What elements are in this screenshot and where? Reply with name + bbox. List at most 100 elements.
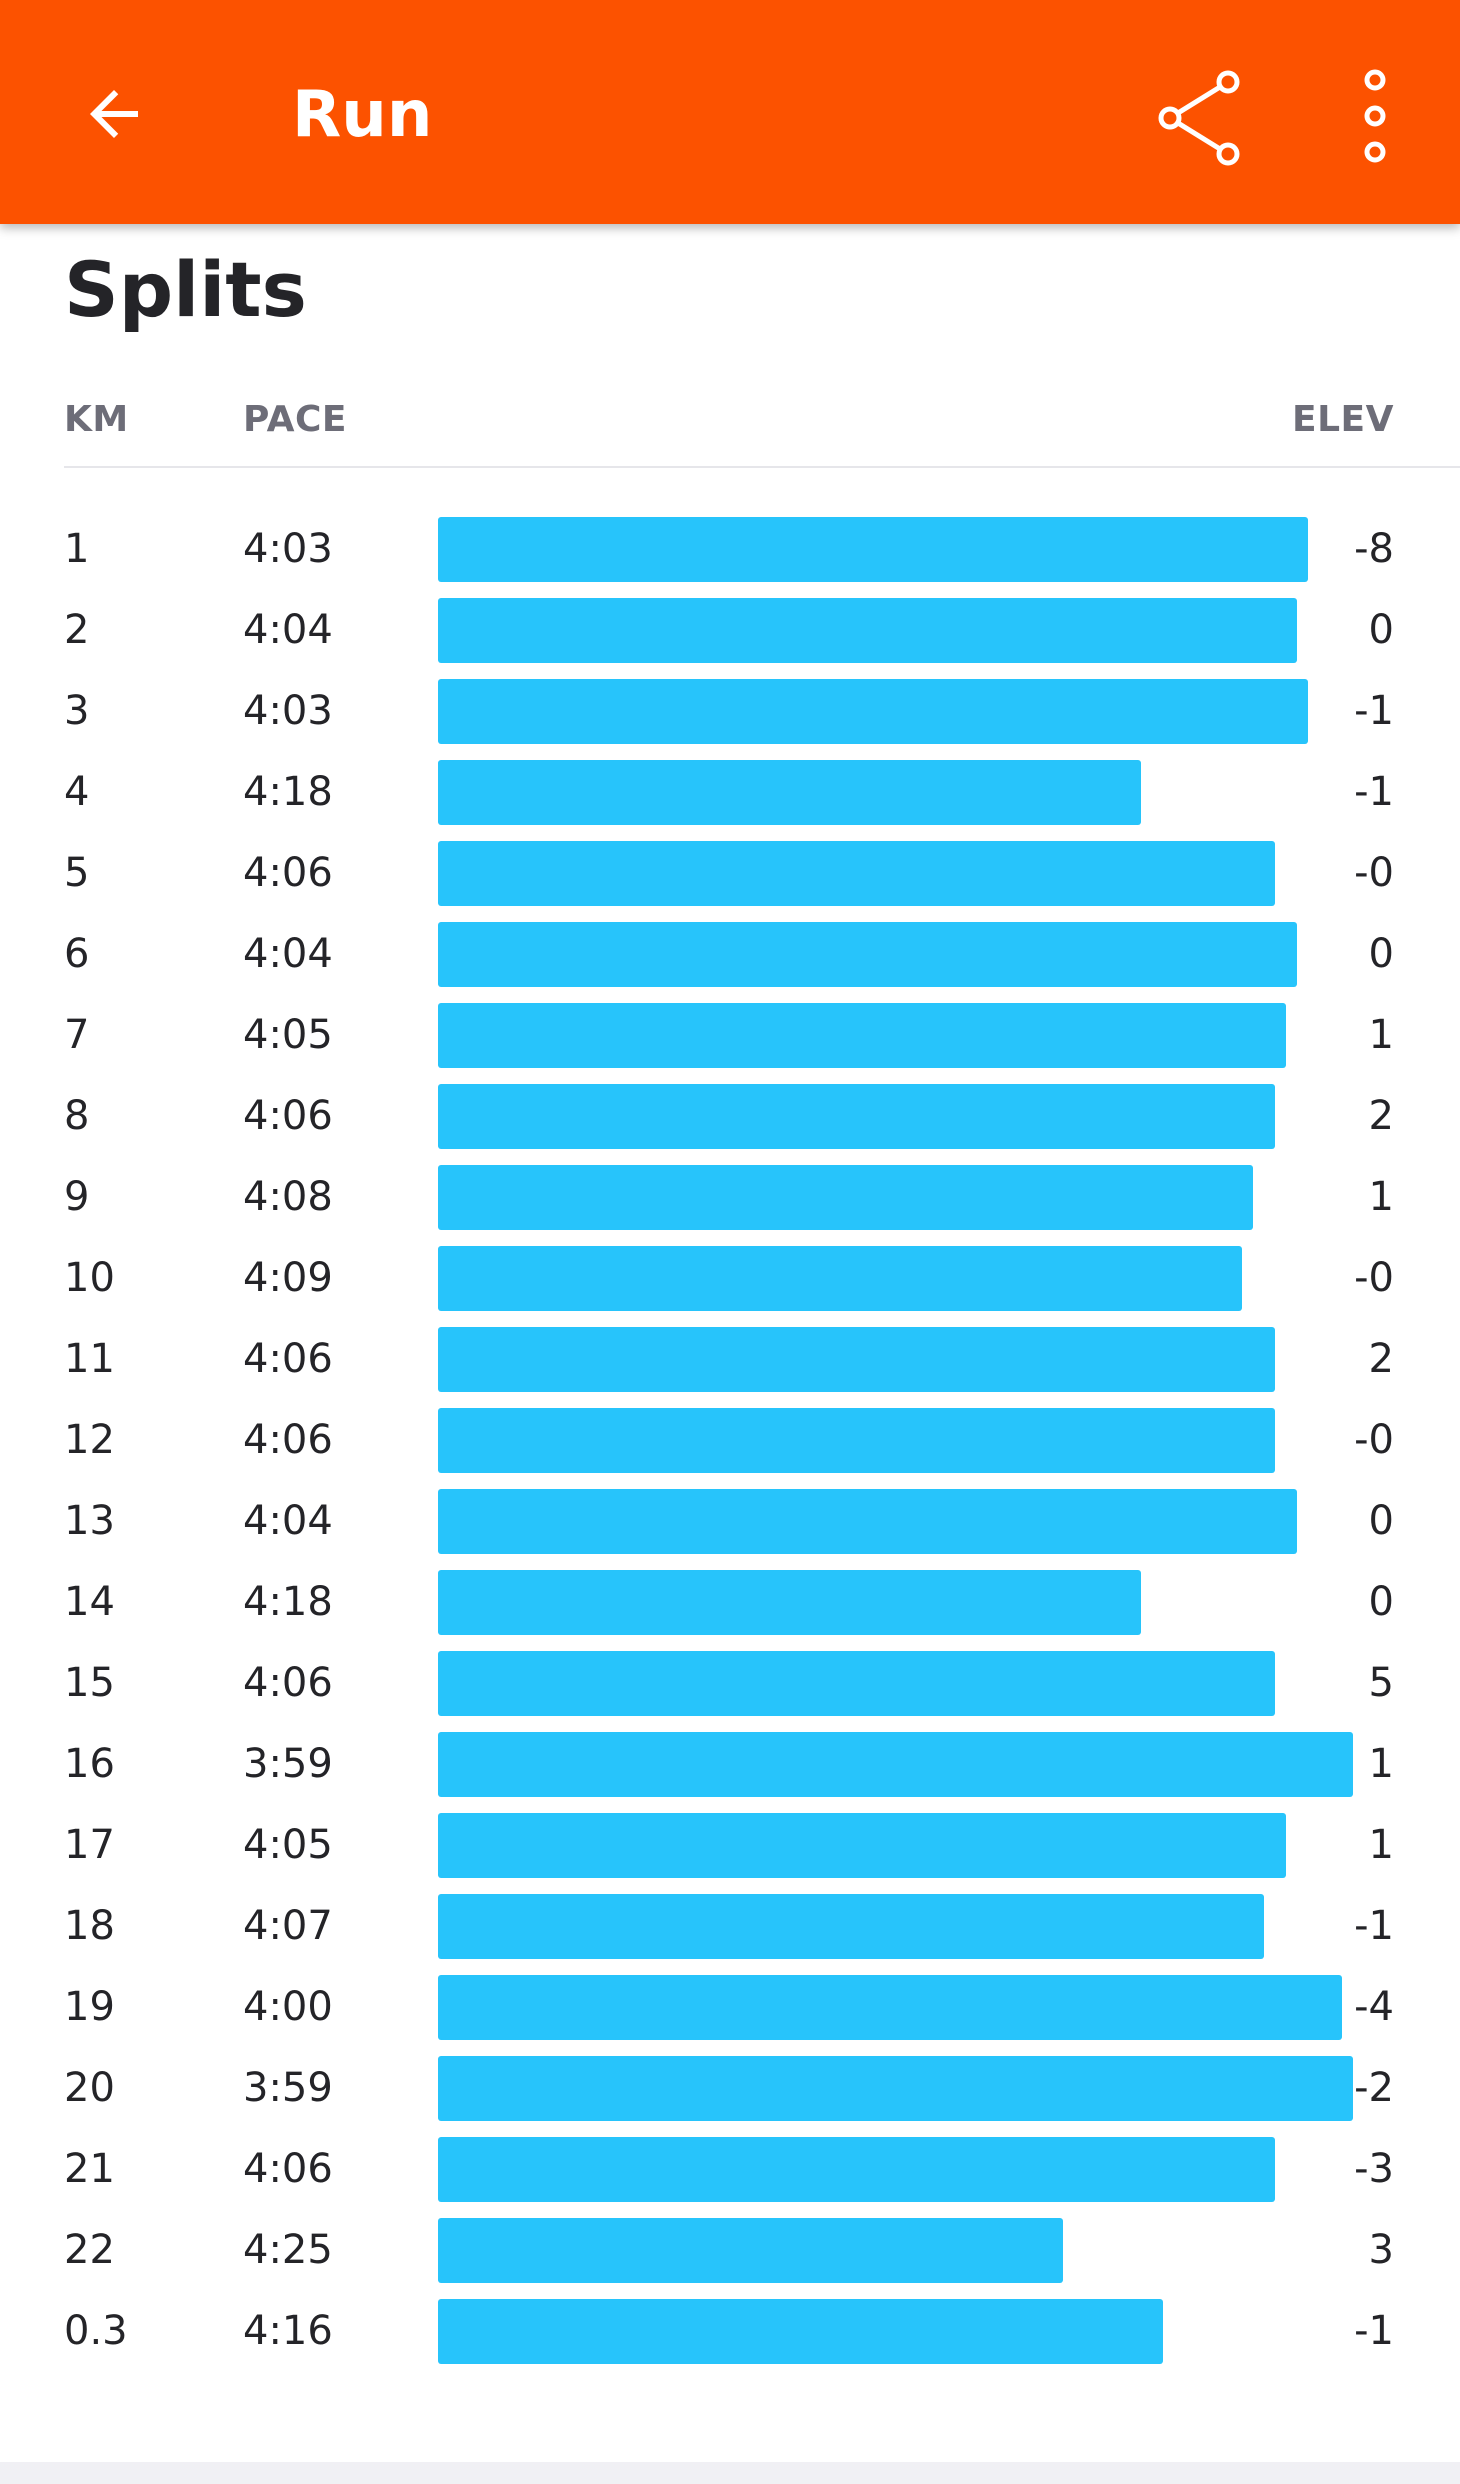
split-elev: -1 <box>1354 1903 1394 1949</box>
split-elev: -0 <box>1354 1255 1394 1301</box>
split-pace: 4:06 <box>243 1093 333 1139</box>
split-row: 20 3:59 -2 <box>0 2048 1460 2129</box>
elev-column-header: ELEV <box>1292 399 1394 440</box>
more-vertical-icon <box>1364 69 1386 163</box>
split-elev: 1 <box>1368 1012 1394 1058</box>
bottom-edge <box>0 2462 1460 2484</box>
split-km: 10 <box>64 1255 115 1301</box>
pace-bar <box>438 1084 1275 1149</box>
split-elev: 2 <box>1368 1336 1394 1382</box>
split-km: 8 <box>64 1093 90 1139</box>
split-row: 1 4:03 -8 <box>0 509 1460 590</box>
split-row: 6 4:04 0 <box>0 914 1460 995</box>
split-km: 21 <box>64 2146 115 2192</box>
pace-bar <box>438 1327 1275 1392</box>
pace-bar <box>438 517 1308 582</box>
split-km: 11 <box>64 1336 115 1382</box>
pace-bar <box>438 1408 1275 1473</box>
split-row: 9 4:08 1 <box>0 1157 1460 1238</box>
pace-bar <box>438 1651 1275 1716</box>
split-km: 9 <box>64 1174 90 1220</box>
pace-bar <box>438 2056 1353 2121</box>
split-pace: 4:06 <box>243 2146 333 2192</box>
split-km: 18 <box>64 1903 115 1949</box>
splits-table: 1 4:03 -8 2 4:04 0 3 4:03 -1 4 4:18 -1 5 4:06 -0 6 4:04 0… <box>0 509 1460 2372</box>
split-pace: 4:04 <box>243 931 333 977</box>
split-elev: 3 <box>1368 2227 1394 2273</box>
split-elev: -4 <box>1354 1984 1394 2030</box>
pace-bar <box>438 679 1308 744</box>
split-elev: 2 <box>1368 1093 1394 1139</box>
pace-bar <box>438 922 1297 987</box>
pace-bar <box>438 1003 1286 1068</box>
split-pace: 4:25 <box>243 2227 333 2273</box>
split-km: 22 <box>64 2227 115 2273</box>
split-row: 21 4:06 -3 <box>0 2129 1460 2210</box>
split-elev: 0 <box>1368 931 1394 977</box>
split-pace: 4:05 <box>243 1012 333 1058</box>
split-pace: 4:06 <box>243 850 333 896</box>
split-row: 11 4:06 2 <box>0 1319 1460 1400</box>
split-row: 2 4:04 0 <box>0 590 1460 671</box>
split-km: 3 <box>64 688 90 734</box>
split-row: 17 4:05 1 <box>0 1805 1460 1886</box>
split-pace: 4:06 <box>243 1417 333 1463</box>
split-km: 15 <box>64 1660 115 1706</box>
share-button[interactable] <box>1140 56 1260 176</box>
split-row: 0.3 4:16 -1 <box>0 2291 1460 2372</box>
pace-bar <box>438 598 1297 663</box>
pace-bar <box>438 1975 1342 2040</box>
split-km: 17 <box>64 1822 115 1868</box>
split-km: 4 <box>64 769 90 815</box>
split-km: 13 <box>64 1498 115 1544</box>
split-pace: 4:18 <box>243 769 333 815</box>
split-km: 16 <box>64 1741 115 1787</box>
app-bar: Run <box>0 0 1460 224</box>
split-km: 5 <box>64 850 90 896</box>
split-km: 7 <box>64 1012 90 1058</box>
split-row: 12 4:06 -0 <box>0 1400 1460 1481</box>
split-pace: 4:05 <box>243 1822 333 1868</box>
split-pace: 3:59 <box>243 1741 333 1787</box>
split-pace: 4:06 <box>243 1660 333 1706</box>
more-options-button[interactable] <box>1320 56 1430 176</box>
split-elev: -0 <box>1354 1417 1394 1463</box>
split-row: 4 4:18 -1 <box>0 752 1460 833</box>
split-pace: 4:03 <box>243 688 333 734</box>
split-row: 13 4:04 0 <box>0 1481 1460 1562</box>
split-row: 22 4:25 3 <box>0 2210 1460 2291</box>
split-row: 18 4:07 -1 <box>0 1886 1460 1967</box>
back-button[interactable] <box>62 62 166 166</box>
split-pace: 4:06 <box>243 1336 333 1382</box>
split-pace: 4:03 <box>243 526 333 572</box>
header-divider <box>64 466 1460 468</box>
split-km: 20 <box>64 2065 115 2111</box>
split-km: 6 <box>64 931 90 977</box>
pace-bar <box>438 2218 1063 2283</box>
pace-bar <box>438 1732 1353 1797</box>
split-elev: 1 <box>1368 1174 1394 1220</box>
pace-column-header: PACE <box>243 399 347 440</box>
split-km: 1 <box>64 526 90 572</box>
split-row: 5 4:06 -0 <box>0 833 1460 914</box>
pace-bar <box>438 1813 1286 1878</box>
share-icon <box>1158 70 1240 166</box>
split-row: 19 4:00 -4 <box>0 1967 1460 2048</box>
split-row: 7 4:05 1 <box>0 995 1460 1076</box>
split-elev: -1 <box>1354 769 1394 815</box>
split-pace: 4:16 <box>243 2308 333 2354</box>
km-column-header: KM <box>64 399 129 440</box>
pace-bar <box>438 1246 1242 1311</box>
pace-bar <box>438 1570 1141 1635</box>
split-elev: -2 <box>1354 2065 1394 2111</box>
split-row: 15 4:06 5 <box>0 1643 1460 1724</box>
pace-bar <box>438 2137 1275 2202</box>
split-pace: 4:07 <box>243 1903 333 1949</box>
split-km: 14 <box>64 1579 115 1625</box>
split-pace: 4:09 <box>243 1255 333 1301</box>
arrow-left-icon <box>90 90 138 138</box>
split-km: 2 <box>64 607 90 653</box>
pace-bar <box>438 2299 1163 2364</box>
pace-bar <box>438 1165 1253 1230</box>
split-elev: 1 <box>1368 1822 1394 1868</box>
